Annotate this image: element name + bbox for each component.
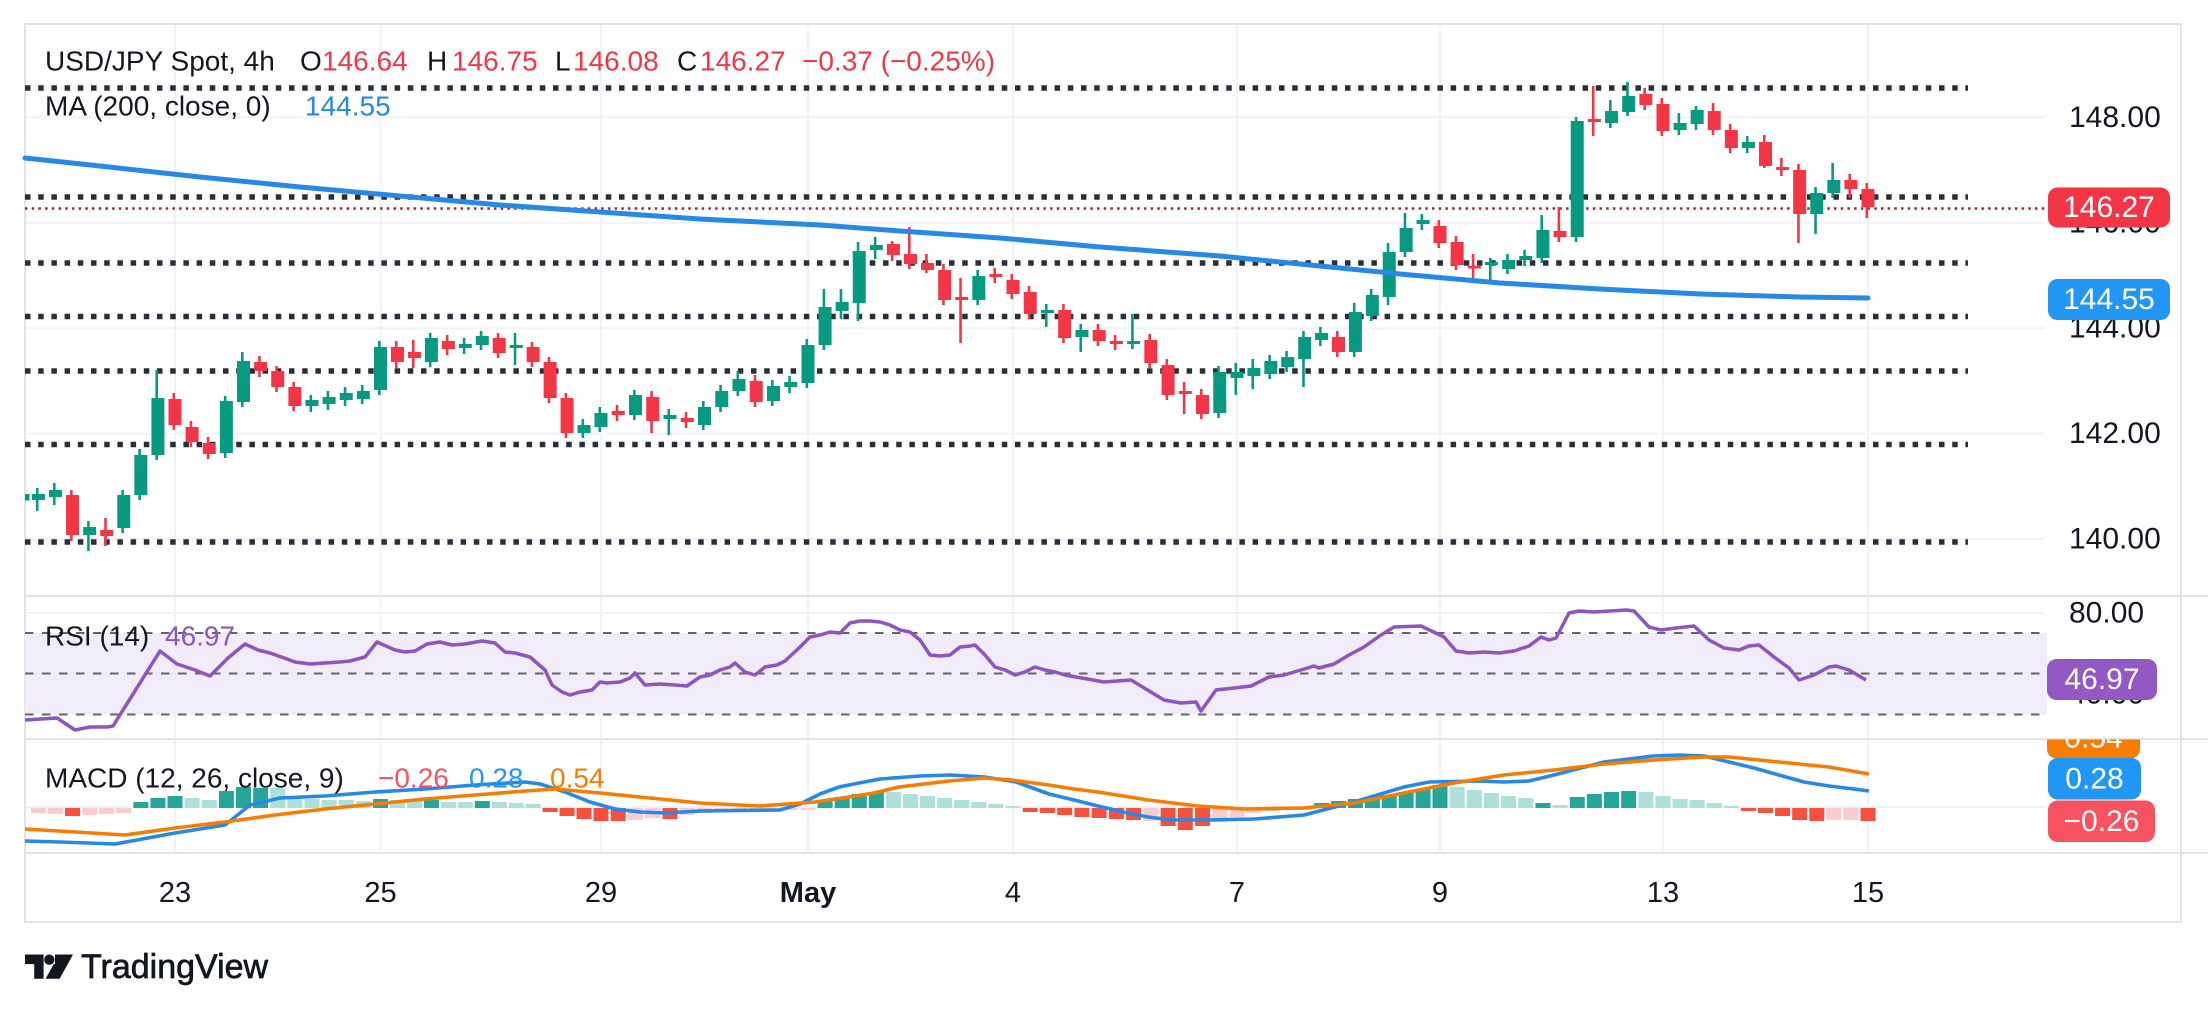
svg-text:0.54: 0.54 [550,763,605,794]
svg-text:MA (200, close, 0): MA (200, close, 0) [45,91,271,122]
svg-text:0.54: 0.54 [2064,721,2122,754]
svg-text:0.28: 0.28 [469,763,524,794]
svg-text:RSI (14): RSI (14) [45,621,149,652]
svg-text:140.00: 140.00 [2069,523,2161,556]
svg-text:80.00: 80.00 [2069,597,2144,630]
svg-text:144.55: 144.55 [305,91,391,122]
svg-text:0.28: 0.28 [2065,762,2123,795]
svg-text:7: 7 [1229,877,1245,909]
svg-text:TradingView: TradingView [81,948,269,986]
svg-text:29: 29 [585,877,617,909]
svg-text:148.00: 148.00 [2069,101,2161,134]
svg-text:46.97: 46.97 [2064,663,2139,696]
svg-text:L: L [555,46,571,77]
svg-text:13: 13 [1647,877,1679,909]
svg-text:9: 9 [1432,877,1448,909]
svg-text:46.97: 46.97 [165,621,235,652]
svg-text:142.00: 142.00 [2069,417,2161,450]
svg-text:146.27: 146.27 [700,46,786,77]
svg-text:−0.26: −0.26 [2064,805,2140,838]
svg-text:H: H [427,46,447,77]
svg-text:15: 15 [1852,877,1884,909]
svg-text:C: C [677,46,697,77]
svg-text:May: May [780,877,836,909]
svg-text:146.64: 146.64 [322,46,408,77]
svg-text:146.08: 146.08 [573,46,659,77]
svg-text:4: 4 [1005,877,1021,909]
svg-text:23: 23 [159,877,191,909]
svg-text:MACD (12, 26, close, 9): MACD (12, 26, close, 9) [45,763,344,794]
svg-text:O: O [300,46,322,77]
svg-text:USD/JPY Spot, 4h: USD/JPY Spot, 4h [45,46,275,77]
svg-text:144.55: 144.55 [2063,283,2155,316]
svg-text:−0.37 (−0.25%): −0.37 (−0.25%) [802,46,995,77]
svg-text:146.75: 146.75 [452,46,538,77]
svg-text:−0.26: −0.26 [378,763,449,794]
svg-text:146.27: 146.27 [2063,191,2155,224]
svg-text:25: 25 [364,877,396,909]
